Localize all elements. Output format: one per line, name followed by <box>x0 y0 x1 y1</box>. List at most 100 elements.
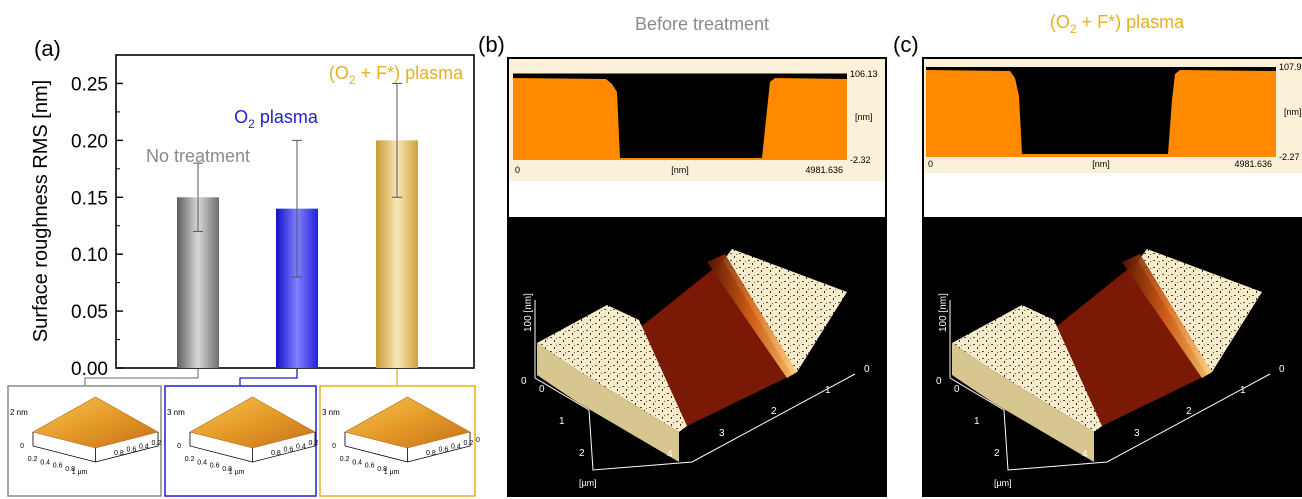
label-o2-plasma: O2 plasma <box>234 107 319 131</box>
thumbnail-y-tick: 0.2 <box>152 440 162 447</box>
thumbnail-x-tick: 0.8 <box>377 466 387 473</box>
plateau-right-top <box>1138 249 1262 375</box>
thumbnail-x-tick: 1 µm <box>384 469 400 476</box>
thumbnail-z-label: 3 nm <box>322 408 340 417</box>
thumbnail-x-tick: 0.4 <box>197 459 207 466</box>
thumbnail-x-tick: 0.4 <box>352 459 362 466</box>
thumbnail-z-label: 3 nm <box>167 408 185 417</box>
y-tick-label: 0.25 <box>71 74 108 95</box>
afm-axes <box>949 373 1271 471</box>
thumbnail-x-tick: 0.8 <box>222 466 232 473</box>
plateau-left-top <box>952 305 1102 432</box>
afm-z-zero: 0 <box>521 376 527 387</box>
thumbnail-y-tick: 0.2 <box>309 440 319 447</box>
profile-x-unit: [nm] <box>1092 159 1110 169</box>
y-axis: 0.00 0.05 0.10 0.15 0.20 0.25 <box>71 54 123 380</box>
thumbnail-x-tick: 0.4 <box>40 459 50 466</box>
thumbnail-y-tick: 0 <box>476 437 480 444</box>
panel-a-letter: (a) <box>34 36 61 61</box>
afm-unit: [µm] <box>579 478 597 488</box>
afm-x-tick: 0 <box>864 364 870 375</box>
afm-3d-b: 100 [nm] 0 0 1 2 3 4 0 1 2 [µm] <box>521 249 870 488</box>
afm-y-tick: 1 <box>559 416 565 427</box>
thumbnail-y-tick: 0.8 <box>271 450 281 457</box>
profile-unit: [nm] <box>1284 107 1302 117</box>
afm-x-tick: 4 <box>667 449 673 460</box>
thumbnail-y-tick: 0.6 <box>439 447 449 454</box>
bar-chart: 0.00 0.05 0.10 0.15 0.20 0.25 Surface roughne… <box>30 54 475 380</box>
profile-max: 107.97 <box>1279 62 1302 72</box>
profile-min: -2.27 <box>1279 152 1300 162</box>
y-axis-label: Surface roughness RMS [nm] <box>30 80 52 342</box>
afm-x-tick: 1 <box>1240 385 1246 396</box>
connectors <box>84 369 398 386</box>
profile-x-end: 4981.636 <box>1234 159 1272 169</box>
afm-x-tick: 1 <box>825 385 831 396</box>
thumbnail-y-tick: 0.4 <box>451 443 461 450</box>
trench-wall-right <box>1122 254 1212 378</box>
profile-c-trace <box>926 70 1276 157</box>
profile-x-unit: [nm] <box>671 165 689 175</box>
thumbnail-x-tick: 0.2 <box>340 456 350 463</box>
thumbnail-x-tick: 0.6 <box>210 463 220 470</box>
afm-axes <box>534 373 856 471</box>
afm-unit: [µm] <box>994 478 1012 488</box>
panel-b-letter: (b) <box>478 32 505 57</box>
thumbnail-y-tick: 0.2 <box>464 440 474 447</box>
thumbnail-y-tick: 0.8 <box>426 450 436 457</box>
thumbnail-x-tick: 1 µm <box>72 469 88 476</box>
thumbnail-y-tick: 0.8 <box>114 450 124 457</box>
plateau-left-side <box>952 343 1094 462</box>
trench-floor <box>637 261 792 426</box>
y-tick-label: 0.15 <box>71 188 108 209</box>
label-no-treatment: No treatment <box>146 146 250 166</box>
afm-y-tick: 1 <box>974 416 980 427</box>
afm-3d-c: 100 [nm] 0 0 1 2 3 4 0 1 2 [µm] <box>936 249 1285 488</box>
plateau-right-top <box>723 249 847 375</box>
y-tick-label: 0.00 <box>71 359 108 380</box>
afm-y-tick: 0 <box>954 384 960 395</box>
afm-x-tick: 2 <box>1186 406 1192 417</box>
thumbnail-y-tick: 0.6 <box>284 447 294 454</box>
thumbnail-y-tick: 0.4 <box>139 443 149 450</box>
afm-y-tick: 2 <box>579 448 585 459</box>
y-tick-label: 0.05 <box>71 302 108 323</box>
thumbnail-x-tick: 0.8 <box>65 466 75 473</box>
profile-x-start: 0 <box>928 159 933 169</box>
thumbnail-y-tick: 0.6 <box>127 447 137 454</box>
thumbnail-z-zero: 0 <box>177 443 181 450</box>
profile-max: 106.13 <box>850 69 878 79</box>
afm-x-tick: 3 <box>1134 428 1140 439</box>
profile-x-end: 4981.636 <box>805 165 843 175</box>
trench-floor <box>1052 261 1207 426</box>
profile-x-start: 0 <box>515 165 520 175</box>
label-o2-f-plasma: (O2 + F*) plasma <box>329 63 464 87</box>
thumbnail-z-label: 2 nm <box>10 408 28 417</box>
y-tick-label: 0.20 <box>71 131 108 152</box>
panel-b-title: Before treatment <box>635 14 769 34</box>
y-tick-label: 0.10 <box>71 245 108 266</box>
profile-min: -2.32 <box>850 155 871 165</box>
trench-wall-right <box>707 254 797 378</box>
profile-b-trace <box>513 78 847 160</box>
afm-y-tick: 2 <box>994 448 1000 459</box>
thumbnail-x-tick: 0.6 <box>53 463 63 470</box>
afm-x-tick: 4 <box>1082 449 1088 460</box>
afm-x-tick: 0 <box>1279 364 1285 375</box>
afm-x-tick: 2 <box>771 406 777 417</box>
thumbnail-x-tick: 0.2 <box>28 456 38 463</box>
plateau-left-side <box>537 343 679 462</box>
profile-unit: [nm] <box>855 112 873 122</box>
panel-c-letter: (c) <box>893 32 919 57</box>
thumbnail-x-tick: 0.2 <box>185 456 195 463</box>
afm-z-label: 100 [nm] <box>523 293 534 332</box>
plateau-left-top <box>537 305 687 432</box>
thumbnail-x-tick: 1 µm <box>229 469 245 476</box>
panel-c-title: (O2 + F*) plasma <box>1050 12 1185 36</box>
thumbnail-x-tick: 0.6 <box>365 463 375 470</box>
panel-c: 107.97 [nm] -2.27 0 [nm] 4981.636 <box>922 57 1302 497</box>
